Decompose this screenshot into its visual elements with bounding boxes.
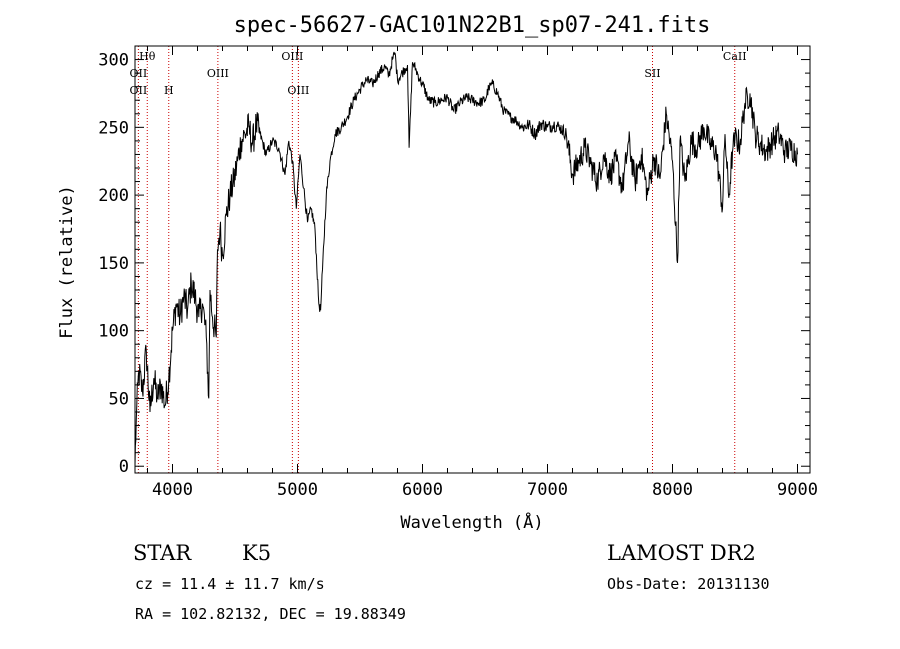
x-tick-label: 8000 <box>652 480 693 500</box>
spectral-line-label: CaII <box>723 50 747 63</box>
y-tick-label: 200 <box>98 186 129 206</box>
y-tick-label: 150 <box>98 254 129 274</box>
y-tick-labels: 0 50 100 150 200 250 300 <box>98 51 129 478</box>
y-tick-label: 0 <box>119 457 129 477</box>
spectrum-line <box>134 51 798 467</box>
axis-ticks <box>135 46 810 473</box>
spectral-line-label: Hθ <box>139 50 156 63</box>
x-tick-label: 6000 <box>402 480 443 500</box>
y-tick-label: 300 <box>98 51 129 71</box>
chart-title: spec-56627-GAC101N22B1_sp07-241.fits <box>234 13 711 38</box>
plot-frame <box>134 45 811 474</box>
survey-label: LAMOST DR2 <box>607 541 756 565</box>
object-class: STAR <box>133 541 192 565</box>
object-subclass: K5 <box>242 541 271 565</box>
spectral-line-label: OIII <box>207 67 229 80</box>
x-tick-label: 7000 <box>527 480 568 500</box>
x-axis-label: Wavelength (Å) <box>400 511 543 533</box>
obs-date: Obs-Date: 20131130 <box>607 575 770 593</box>
y-tick-label: 100 <box>98 322 129 342</box>
x-tick-labels: 4000 5000 6000 7000 8000 9000 <box>152 480 818 500</box>
spectral-line-label: OIII <box>287 84 309 97</box>
x-tick-label: 4000 <box>152 480 193 500</box>
coords-text: RA = 102.82132, DEC = 19.88349 <box>135 605 406 623</box>
spectral-line-label: OII <box>130 84 148 97</box>
redshift-text: cz = 11.4 ± 11.7 km/s <box>135 575 325 593</box>
spectral-line-label: OIII <box>281 50 303 63</box>
x-tick-label: 9000 <box>777 480 818 500</box>
y-tick-label: 250 <box>98 118 129 138</box>
y-tick-label: 50 <box>109 389 129 409</box>
y-axis-label: Flux (relative) <box>57 185 77 339</box>
x-tick-label: 5000 <box>277 480 318 500</box>
spectral-line-label: SII <box>644 67 660 80</box>
spectral-line-label: H <box>164 84 174 97</box>
